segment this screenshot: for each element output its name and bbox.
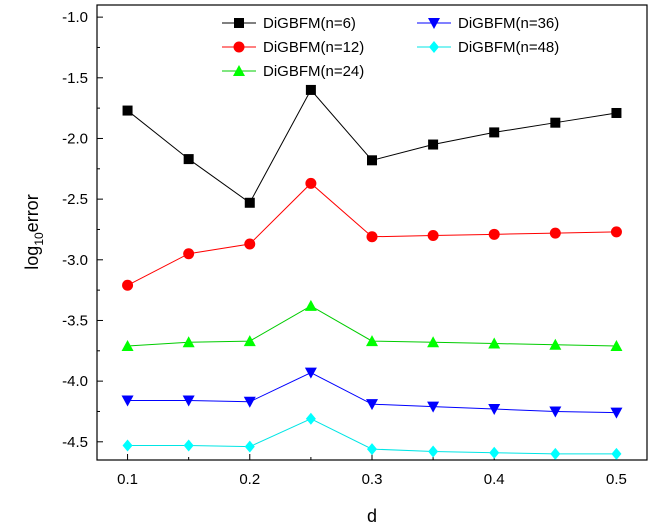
legend-item: DiGBFM(n=6) (222, 15, 356, 32)
data-point (550, 447, 561, 460)
axis-ticks: 0.1 0.2 0.3 0.4 0.5 -1.0 -1.5 -2.0 -2.5 -3.0 -3.5 -… (62, 9, 627, 488)
y-tick-label: -4.0 (62, 373, 88, 390)
data-point (366, 399, 378, 411)
legend-item: DiGBFM(n=24) (222, 63, 364, 80)
x-tick-label: 0.1 (117, 471, 138, 488)
y-axis-label: log10error (22, 194, 46, 269)
data-point (304, 299, 317, 311)
y-axis-label-subscript: 10 (32, 232, 46, 246)
legend-marker (429, 41, 439, 53)
y-tick-label: -1.5 (62, 70, 88, 87)
legend-label: DiGBFM(n=6) (263, 15, 356, 32)
series-2 (122, 177, 622, 291)
data-point (304, 367, 317, 379)
legend-label: DiGBFM(n=12) (263, 39, 364, 56)
data-point (489, 127, 500, 138)
x-tick-label: 0.5 (606, 471, 627, 488)
y-axis-label-base: log (22, 246, 42, 270)
data-point (367, 155, 377, 166)
data-point (183, 154, 194, 165)
data-point (488, 404, 501, 416)
y-tick-label: -3.5 (62, 312, 88, 329)
data-point (244, 197, 255, 208)
series-4 (121, 367, 623, 419)
legend-label: DiGBFM(n=24) (263, 63, 364, 80)
y-tick-label: -1.0 (62, 9, 88, 26)
data-point (549, 227, 561, 239)
data-point (244, 440, 255, 453)
legend-marker (234, 18, 244, 28)
data-point (182, 395, 195, 407)
data-point (610, 339, 623, 351)
data-point (428, 139, 439, 150)
data-point (305, 412, 316, 425)
series-1 (122, 84, 622, 208)
data-point (427, 230, 439, 242)
data-point (243, 396, 256, 408)
data-point (427, 336, 440, 348)
data-point (549, 406, 562, 418)
data-point (550, 117, 561, 128)
series-3 (121, 299, 623, 351)
data-point (427, 401, 440, 413)
legend-label: DiGBFM(n=48) (458, 39, 559, 56)
legend: DiGBFM(n=6) DiGBFM(n=12) DiGBFM(n=24) DiGBF… (222, 15, 559, 80)
data-point (611, 107, 622, 118)
data-point (488, 337, 501, 349)
data-point (366, 231, 378, 243)
data-point (305, 177, 317, 189)
data-point (183, 248, 195, 260)
data-point (305, 84, 316, 95)
y-tick-label: -4.5 (62, 434, 88, 451)
data-point (183, 439, 194, 452)
data-point (488, 228, 500, 240)
series-5 (122, 412, 622, 460)
data-point (122, 279, 134, 291)
legend-item: DiGBFM(n=12) (222, 39, 364, 56)
legend-item: DiGBFM(n=36) (417, 15, 559, 32)
series-line (127, 89, 617, 204)
data-point (549, 338, 562, 350)
legend-item: DiGBFM(n=48) (417, 39, 559, 56)
data-point (610, 407, 623, 419)
data-point (428, 445, 439, 458)
y-tick-label: -2.5 (62, 191, 88, 208)
data-point (244, 238, 256, 250)
legend-marker (428, 18, 440, 29)
x-axis-label: d (367, 506, 377, 526)
x-tick-label: 0.2 (239, 471, 260, 488)
data-point (367, 443, 377, 456)
series-layer (121, 84, 623, 460)
data-point (489, 446, 500, 459)
data-point (122, 439, 133, 452)
data-point (121, 339, 134, 351)
y-tick-label: -2.0 (62, 130, 88, 147)
y-axis-label-rest: error (22, 194, 42, 232)
x-tick-label: 0.3 (362, 471, 383, 488)
data-point (122, 105, 133, 116)
data-point (182, 336, 195, 348)
y-tick-label: -3.0 (62, 252, 88, 269)
legend-marker (233, 41, 245, 53)
data-point (243, 335, 256, 347)
legend-marker (233, 65, 245, 76)
data-point (121, 395, 134, 407)
data-point (366, 335, 378, 347)
legend-label: DiGBFM(n=36) (458, 15, 559, 32)
x-tick-label: 0.4 (484, 471, 505, 488)
data-point (610, 226, 622, 238)
data-point (611, 447, 622, 460)
